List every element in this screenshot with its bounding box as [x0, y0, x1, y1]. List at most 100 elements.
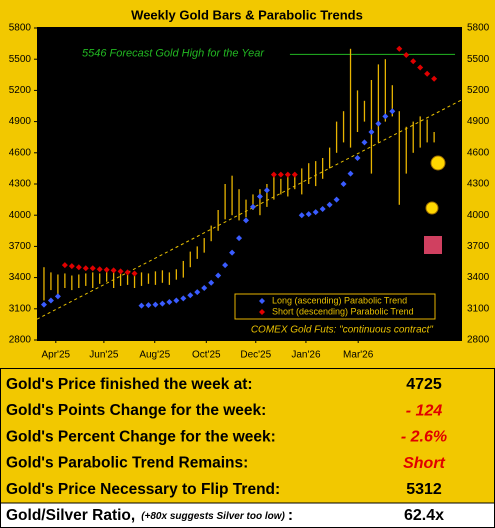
legend-label: Short (descending) Parabolic Trend [272, 306, 414, 316]
stat-value: Short [403, 455, 445, 472]
parabolic-dot [215, 272, 222, 279]
parabolic-dot [277, 171, 284, 178]
parabolic-dot [263, 187, 270, 194]
parabolic-dot [173, 297, 180, 304]
stat-label-text: Gold's Price Necessary to Flip Trend: [6, 481, 280, 498]
y-tick-label: 5200 [9, 85, 32, 96]
source-note: COMEX Gold Futs: "continuous contract" [251, 325, 434, 336]
y2-tick-label: 4300 [467, 179, 490, 190]
smiley-icon [430, 155, 446, 171]
parabolic-dot [305, 211, 312, 218]
parabolic-dot [270, 171, 277, 178]
y2-tick-label: 5500 [467, 54, 490, 65]
parabolic-dot [208, 279, 215, 286]
legend-box [234, 293, 436, 320]
parabolic-dot [110, 267, 117, 274]
y2-tick-label: 2800 [467, 335, 490, 346]
parabolic-dot [152, 301, 159, 308]
parabolic-dot [368, 129, 375, 135]
parabolic-dot [375, 120, 382, 127]
chart-title: Weekly Gold Bars & Parabolic Trends [131, 7, 363, 22]
parabolic-dot [201, 285, 208, 291]
parabolic-dot [89, 265, 96, 272]
y-tick-label: 5800 [9, 23, 32, 34]
y2-tick-label: 3700 [467, 241, 490, 252]
stat-label-text: Gold's Points Change for the week: [6, 402, 266, 419]
parabolic-dot [333, 196, 340, 203]
parabolic-dot [82, 265, 89, 272]
parabolic-dot [75, 264, 82, 271]
parabolic-dot [410, 58, 417, 65]
y-tick-label: 4000 [9, 210, 32, 221]
parabolic-dot [403, 52, 410, 59]
stat-suffix: : [288, 507, 293, 524]
parabolic-dot [291, 171, 298, 178]
parabolic-dot [194, 289, 201, 296]
y2-tick-label: 5200 [467, 85, 490, 96]
x-tick-label: Oct'25 [192, 350, 221, 361]
stat-value: 5312 [406, 481, 442, 498]
parabolic-dot [138, 302, 145, 309]
stat-label: Gold's Parabolic Trend Remains: [6, 455, 248, 472]
parabolic-dot [389, 108, 396, 115]
y2-tick-label: 3100 [467, 303, 490, 314]
parabolic-dot [68, 263, 75, 270]
legend-label: Long (ascending) Parabolic Trend [272, 295, 407, 305]
parabolic-dot [117, 268, 124, 275]
parabolic-dot [396, 45, 403, 52]
stat-label: Gold's Price finished the week at: [6, 376, 253, 393]
x-tick-label: Apr'25 [42, 350, 71, 361]
x-tick-label: Mar'26 [343, 350, 374, 361]
parabolic-dot [236, 235, 243, 242]
y2-tick-label: 4900 [467, 116, 490, 127]
y-tick-label: 5500 [9, 54, 32, 65]
parabolic-dot [298, 212, 305, 219]
parabolic-dot [424, 70, 431, 77]
parabolic-dot [340, 181, 347, 187]
legend-marker [259, 298, 265, 304]
y-tick-label: 4600 [9, 147, 32, 158]
y2-tick-label: 3400 [467, 272, 490, 283]
stats-last-row-bg [0, 502, 495, 528]
parabolic-dot [124, 269, 131, 276]
trend-line [36, 99, 463, 320]
stat-label: Gold/Silver Ratio, (+80x suggests Silver … [6, 507, 293, 524]
stat-value: 62.4x [404, 507, 444, 524]
parabolic-dot [361, 139, 368, 146]
stat-value: - 124 [406, 402, 443, 419]
y2-tick-label: 4600 [467, 147, 490, 158]
forecast-label: 5546 Forecast Gold High for the Year [82, 47, 265, 59]
stat-label-text: Gold/Silver Ratio, [6, 507, 135, 524]
parabolic-dot [347, 170, 354, 177]
x-tick-label: Jun'25 [89, 350, 119, 361]
parabolic-dot [54, 293, 61, 300]
parabolic-dot [256, 193, 263, 200]
parabolic-dot [166, 299, 173, 306]
parabolic-dot [145, 302, 152, 309]
smiley-icon [425, 201, 439, 215]
stat-label-text: Gold's Price finished the week at: [6, 376, 253, 393]
stat-label: Gold's Points Change for the week: [6, 402, 266, 419]
stat-label: Gold's Price Necessary to Flip Trend: [6, 481, 280, 498]
parabolic-dot [222, 262, 229, 269]
parabolic-dot [187, 292, 194, 299]
y2-tick-label: 4000 [467, 210, 490, 221]
y-tick-label: 2800 [9, 335, 32, 346]
parabolic-dot [431, 75, 438, 82]
parabolic-dot [131, 270, 138, 277]
y-tick-label: 4900 [9, 116, 32, 127]
stat-label-text: Gold's Parabolic Trend Remains: [6, 455, 248, 472]
parabolic-dot [354, 155, 361, 161]
y-tick-label: 4300 [9, 179, 32, 190]
x-tick-label: Aug'25 [139, 350, 170, 361]
parabolic-dot [284, 171, 291, 178]
y-tick-label: 3400 [9, 272, 32, 283]
stat-value: 4725 [406, 376, 442, 393]
y-tick-label: 3700 [9, 241, 32, 252]
stat-note: (+80x suggests Silver too low) [141, 511, 285, 522]
stat-value: - 2.6% [401, 429, 447, 446]
plot-area [37, 27, 462, 341]
parabolic-dot [326, 201, 333, 208]
parabolic-dot [159, 300, 166, 307]
